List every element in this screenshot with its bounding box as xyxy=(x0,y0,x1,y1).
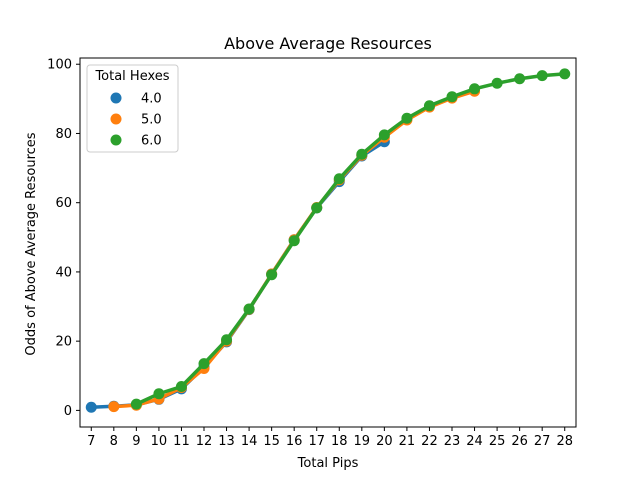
x-tick-label: 17 xyxy=(308,434,325,449)
x-axis-label: Total Pips xyxy=(297,456,359,471)
x-tick-label: 23 xyxy=(444,434,461,449)
data-point xyxy=(153,388,165,400)
data-point xyxy=(108,401,120,413)
x-tick-label: 25 xyxy=(489,434,506,449)
data-point xyxy=(311,202,323,214)
data-point xyxy=(469,83,481,95)
data-point xyxy=(243,303,255,315)
chart-title: Above Average Resources xyxy=(224,34,432,53)
axis-layer: 7 8 9 10 11 12 13 14 15 16 17 18 19 20 21 22 23 24 25 26 27 2… xyxy=(47,57,577,449)
data-point xyxy=(333,173,345,185)
data-point xyxy=(175,381,187,392)
x-tick-label: 14 xyxy=(241,434,258,449)
series-line xyxy=(134,72,567,406)
legend-marker xyxy=(110,134,122,146)
data-point xyxy=(514,73,526,85)
y-axis-label: Odds of Above Average Resources xyxy=(24,132,39,355)
x-tick-label: 16 xyxy=(286,434,303,449)
legend-item: 4.0 xyxy=(110,92,162,107)
legend-label: 6.0 xyxy=(141,134,162,149)
series-6.0 xyxy=(130,68,571,410)
data-point xyxy=(446,91,458,103)
data-point xyxy=(401,112,413,124)
data-point xyxy=(221,334,233,346)
data-point xyxy=(536,70,548,82)
x-tick-label: 8 xyxy=(110,434,118,449)
legend-marker xyxy=(110,92,122,104)
data-point xyxy=(130,398,142,410)
x-tick-label: 26 xyxy=(511,434,528,449)
x-tick-label: 15 xyxy=(263,434,280,449)
legend-label: 4.0 xyxy=(141,92,162,107)
legend-item: 5.0 xyxy=(110,113,162,128)
data-point xyxy=(559,68,571,80)
x-tick-label: 7 xyxy=(87,434,95,449)
legend-label: 5.0 xyxy=(141,113,162,128)
data-point xyxy=(85,401,97,413)
x-tick-label: 9 xyxy=(132,434,140,449)
data-point xyxy=(266,269,278,281)
legend-title: Total Hexes xyxy=(94,69,169,84)
x-tick-label: 18 xyxy=(331,434,348,449)
legend: Total Hexes 4.0 5.0 6.0 xyxy=(86,64,179,153)
y-tick-label: 20 xyxy=(55,335,72,350)
data-point xyxy=(378,129,390,141)
x-tick-label: 13 xyxy=(218,434,235,449)
y-tick-label: 0 xyxy=(64,404,72,419)
y-tick-label: 40 xyxy=(55,265,72,280)
y-tick-label: 80 xyxy=(55,127,72,142)
y-tick-label: 60 xyxy=(55,196,72,211)
series-layer xyxy=(85,68,571,413)
legend-marker xyxy=(110,113,122,125)
legend-frame xyxy=(86,64,179,153)
data-point xyxy=(491,77,503,89)
plot-frame xyxy=(79,57,577,428)
x-tick-label: 24 xyxy=(466,434,483,449)
y-tick-label: 100 xyxy=(47,58,72,73)
legend-item: 6.0 xyxy=(110,134,162,149)
x-tick-label: 27 xyxy=(534,434,551,449)
x-tick-label: 22 xyxy=(421,434,438,449)
x-tick-label: 11 xyxy=(173,434,190,449)
x-tick-label: 20 xyxy=(376,434,393,449)
data-point xyxy=(423,100,435,112)
x-tick-label: 12 xyxy=(196,434,213,449)
x-tick-label: 28 xyxy=(556,434,573,449)
data-point xyxy=(288,235,300,247)
data-point xyxy=(198,358,210,370)
x-tick-label: 21 xyxy=(399,434,416,449)
x-tick-label: 19 xyxy=(354,434,371,449)
x-tick-label: 10 xyxy=(151,434,168,449)
data-point xyxy=(356,148,368,160)
